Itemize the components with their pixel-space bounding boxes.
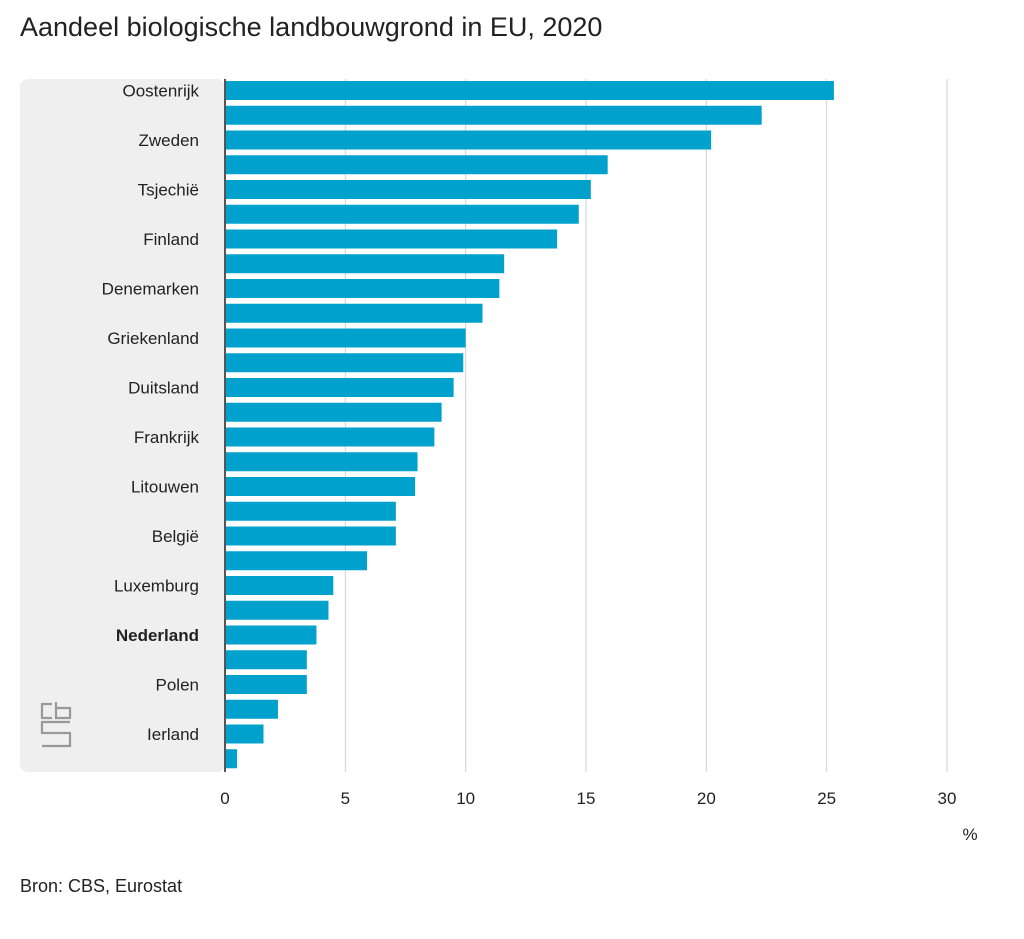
category-label-zweden: Zweden <box>139 131 199 150</box>
x-tick-labels: 0 5 10 15 20 25 30 <box>220 789 956 808</box>
category-labels: Oostenrijk Zweden Tsjechië Finland Denemarke… <box>102 82 200 745</box>
bar-row-20 <box>225 551 367 571</box>
bar-polen <box>225 675 307 694</box>
bar-row-18 <box>225 501 396 521</box>
bar-row-12 <box>225 353 464 373</box>
bar-ierland <box>225 724 264 744</box>
bar-row-8 <box>225 254 505 274</box>
bar-row-4 <box>225 155 608 175</box>
bar-row-26 <box>225 699 278 719</box>
category-label-polen: Polen <box>156 676 199 695</box>
bar-row-28 <box>225 749 238 769</box>
bar-row-16 <box>225 452 418 472</box>
source-note: Bron: CBS, Eurostat <box>20 876 183 896</box>
bar-row-10 <box>225 303 483 323</box>
bar-duitsland <box>225 378 454 397</box>
bar-luxemburg <box>225 576 334 595</box>
category-label-finland: Finland <box>143 230 199 249</box>
category-label-nederland: Nederland <box>116 626 199 645</box>
bar-oostenrijk <box>225 81 834 100</box>
bar-litouwen <box>225 477 416 496</box>
bar-row-6 <box>225 204 579 224</box>
x-tick-label-25: 25 <box>817 789 836 808</box>
bar-finland <box>225 229 558 249</box>
x-tick-label-5: 5 <box>341 789 350 808</box>
gridlines <box>344 79 948 772</box>
category-label-denemarken: Denemarken <box>102 280 199 299</box>
bar-row-24 <box>225 650 307 670</box>
bar-tsjechië <box>225 180 591 199</box>
x-tick-label-15: 15 <box>577 789 596 808</box>
category-label-ierland: Ierland <box>147 725 199 744</box>
x-tick-label-20: 20 <box>697 789 716 808</box>
cbs-logo-icon: cbs <box>0 0 72 748</box>
x-tick-label-30: 30 <box>938 789 957 808</box>
category-label-tsjechië: Tsjechië <box>138 181 199 200</box>
bars <box>225 81 834 769</box>
bar-zweden <box>225 130 712 150</box>
x-axis-unit-label: % <box>962 825 977 844</box>
x-tick-label-10: 10 <box>456 789 475 808</box>
category-label-luxemburg: Luxemburg <box>114 577 199 596</box>
x-tick-label-0: 0 <box>220 789 229 808</box>
category-label-duitsland: Duitsland <box>128 379 199 398</box>
bar-belgië <box>225 526 396 546</box>
bar-row-22 <box>225 600 329 620</box>
cbs-logo-text: cbs <box>0 0 2 1</box>
category-label-oostenrijk: Oostenrijk <box>122 82 199 101</box>
category-label-frankrijk: Frankrijk <box>134 428 200 447</box>
category-label-griekenland: Griekenland <box>107 329 199 348</box>
chart-title: Aandeel biologische landbouwgrond in EU,… <box>20 12 603 42</box>
bar-denemarken <box>225 279 500 298</box>
bar-row-14 <box>225 402 442 422</box>
category-label-litouwen: Litouwen <box>131 478 199 497</box>
bar-griekenland <box>225 328 466 348</box>
bar-nederland <box>225 625 317 645</box>
label-panel-background <box>20 79 225 772</box>
category-label-belgië: België <box>152 527 199 546</box>
bar-frankrijk <box>225 427 435 447</box>
bar-row-2 <box>225 105 762 125</box>
